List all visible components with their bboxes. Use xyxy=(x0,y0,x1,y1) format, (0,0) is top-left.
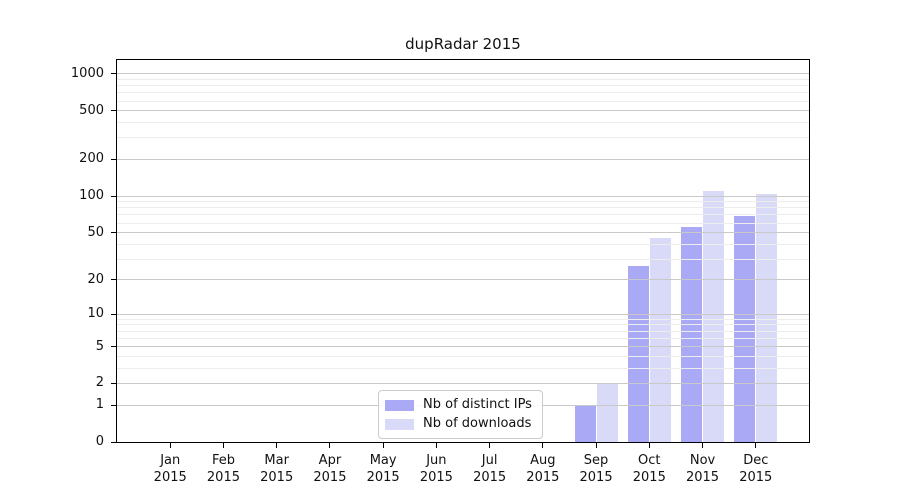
y-tick-label: 500 xyxy=(79,102,104,118)
plot-area xyxy=(116,59,810,443)
gridline-minor xyxy=(117,92,809,94)
y-tick-mark xyxy=(111,346,116,348)
gridline-minor xyxy=(117,243,809,245)
x-tick-mark xyxy=(648,443,650,448)
gridline-minor xyxy=(117,222,809,224)
y-tick-label: 50 xyxy=(87,224,104,240)
legend-label-distinct-ips: Nb of distinct IPs xyxy=(423,397,532,412)
bar-downloads xyxy=(649,238,671,442)
y-tick-label: 20 xyxy=(87,271,104,287)
gridline-minor xyxy=(117,85,809,87)
gridline-major xyxy=(117,110,809,112)
legend-item-distinct-ips: Nb of distinct IPs xyxy=(385,397,532,413)
x-tick-label: Jun 2015 xyxy=(419,453,453,485)
x-tick-mark xyxy=(489,443,491,448)
x-tick-mark xyxy=(329,443,331,448)
gridline-major xyxy=(117,195,809,197)
y-tick-label: 5 xyxy=(95,338,104,354)
gridline-major xyxy=(117,232,809,234)
gridline-major xyxy=(117,158,809,160)
x-tick-label: Aug 2015 xyxy=(526,453,560,485)
legend-swatch-distinct-ips xyxy=(385,399,414,411)
bar-downloads xyxy=(756,193,778,442)
x-tick-label: Feb 2015 xyxy=(206,453,240,485)
bar-distinct-ips xyxy=(681,226,703,442)
x-tick-label: Mar 2015 xyxy=(260,453,294,485)
legend: Nb of distinct IPs Nb of downloads xyxy=(378,390,543,439)
x-tick-mark xyxy=(755,443,757,448)
x-tick-mark xyxy=(542,443,544,448)
gridline-minor xyxy=(117,258,809,260)
gridline-major xyxy=(117,279,809,281)
y-tick-label: 0 xyxy=(95,434,104,449)
chart-title: dupRadar 2015 xyxy=(405,35,521,53)
gridline-minor xyxy=(117,201,809,203)
y-tick-mark xyxy=(111,279,116,281)
x-tick-mark xyxy=(222,443,224,448)
bar-downloads xyxy=(703,191,725,442)
gridline-minor xyxy=(117,122,809,124)
gridline-minor xyxy=(117,214,809,216)
gridline-minor xyxy=(117,100,809,102)
bar-distinct-ips xyxy=(574,405,596,442)
legend-item-downloads: Nb of downloads xyxy=(385,416,532,432)
gridline-minor xyxy=(117,367,809,369)
gridline-minor xyxy=(117,79,809,81)
bar-distinct-ips xyxy=(734,216,756,442)
gridline-minor xyxy=(117,137,809,139)
gridline-major xyxy=(117,73,809,75)
y-tick-label: 2 xyxy=(95,375,104,391)
x-tick-label: Jan 2015 xyxy=(153,453,187,485)
x-tick-label: Sep 2015 xyxy=(579,453,613,485)
x-tick-label: May 2015 xyxy=(366,453,400,485)
y-tick-label: 100 xyxy=(79,188,104,204)
y-tick-label: 1000 xyxy=(70,65,104,81)
y-tick-mark xyxy=(111,158,116,160)
x-tick-label: Apr 2015 xyxy=(313,453,347,485)
y-tick-mark xyxy=(111,195,116,197)
gridline-major xyxy=(117,346,809,348)
x-tick-mark xyxy=(595,443,597,448)
y-tick-mark xyxy=(111,110,116,112)
x-tick-label: Dec 2015 xyxy=(739,453,773,485)
x-tick-label: Jul 2015 xyxy=(473,453,507,485)
y-tick-mark xyxy=(111,313,116,315)
bar-downloads xyxy=(596,383,618,442)
legend-label-downloads: Nb of downloads xyxy=(423,416,532,431)
gridline-minor xyxy=(117,324,809,326)
x-tick-mark xyxy=(276,443,278,448)
x-tick-mark xyxy=(435,443,437,448)
y-tick-mark xyxy=(111,232,116,234)
y-tick-mark xyxy=(111,73,116,75)
legend-swatch-downloads xyxy=(385,418,414,430)
gridline-minor xyxy=(117,355,809,357)
gridline-major xyxy=(117,313,809,315)
y-tick-label: 10 xyxy=(87,306,104,322)
gridline-minor xyxy=(117,337,809,339)
y-tick-label: 200 xyxy=(79,151,104,167)
gridline-minor xyxy=(117,207,809,209)
y-tick-mark xyxy=(111,441,116,443)
x-tick-label: Oct 2015 xyxy=(632,453,666,485)
x-tick-label: Nov 2015 xyxy=(685,453,720,485)
gridline-minor xyxy=(117,330,809,332)
y-tick-mark xyxy=(111,404,116,406)
y-tick-label: 1 xyxy=(95,397,104,413)
grid-layer xyxy=(117,60,809,442)
gridline-minor xyxy=(117,318,809,320)
x-tick-mark xyxy=(382,443,384,448)
x-tick-mark xyxy=(169,443,171,448)
gridline-major xyxy=(117,382,809,384)
bars-layer xyxy=(117,60,809,442)
y-tick-mark xyxy=(111,382,116,384)
bar-distinct-ips xyxy=(627,266,649,442)
x-tick-mark xyxy=(702,443,704,448)
